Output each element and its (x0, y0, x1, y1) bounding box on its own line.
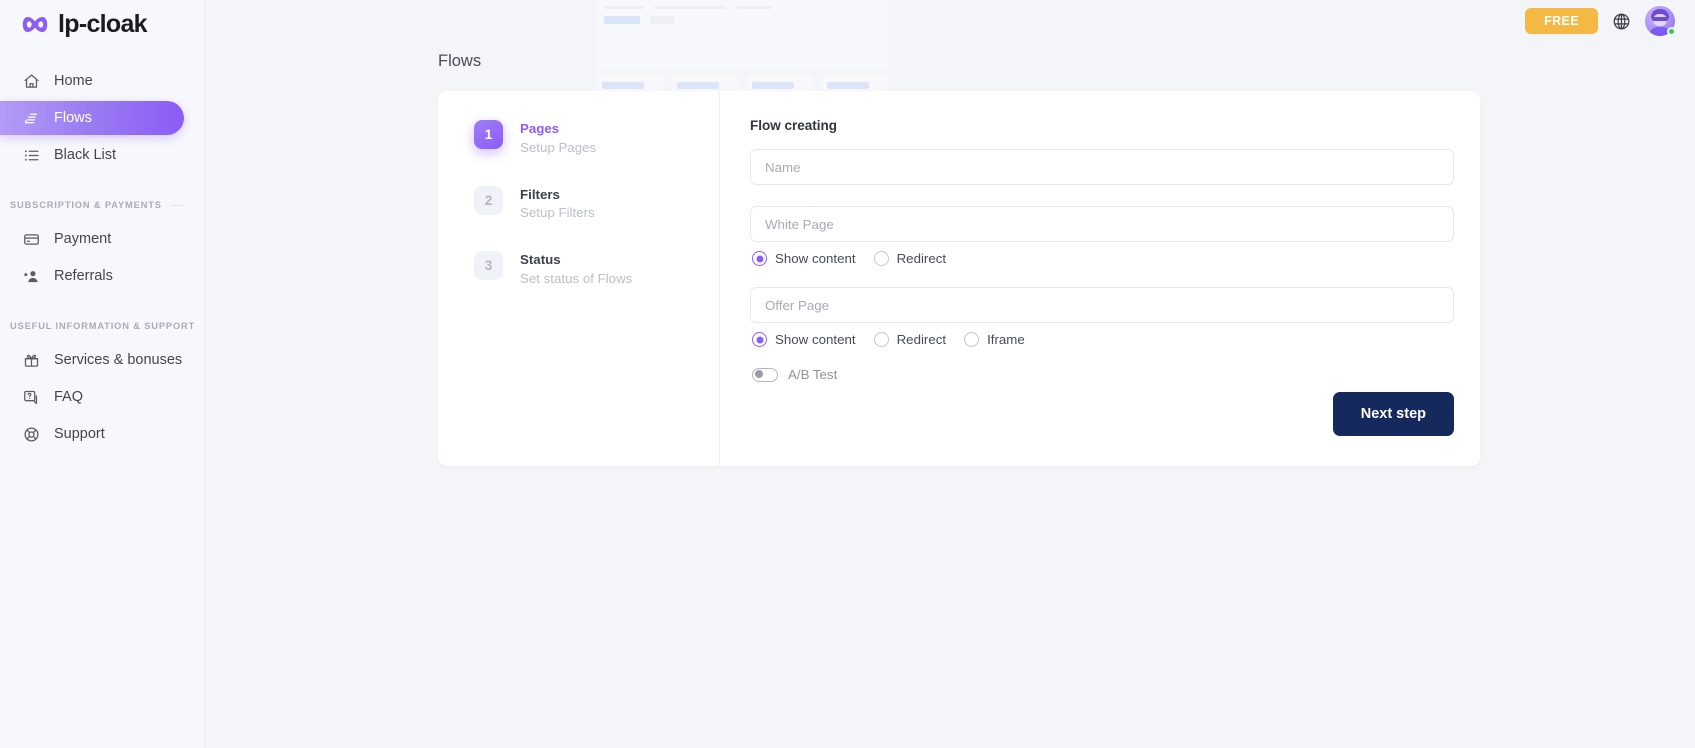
step-number: 2 (474, 185, 503, 215)
gift-icon (22, 351, 40, 369)
radio-dot (873, 332, 889, 347)
step-status[interactable]: 3 Status Set status of Flows (474, 251, 719, 288)
lifebuoy-icon (22, 425, 40, 443)
sidebar-item-label: Referrals (54, 268, 113, 284)
stepper: 1 Pages Setup Pages 2 Filters Setup Filt… (438, 91, 720, 466)
radio-label: Show content (775, 251, 856, 266)
sidebar-item-label: Services & bonuses (54, 352, 183, 368)
radio-dot (752, 251, 767, 266)
sidebar: lp-cloak Home Flows (0, 0, 205, 748)
status-badge (1667, 27, 1676, 36)
top-bar: FREE (1525, 0, 1676, 42)
divider (169, 204, 184, 206)
ab-test-toggle[interactable]: A/B Test (752, 367, 1454, 382)
sidebar-item-flows[interactable]: Flows (0, 101, 184, 135)
sidebar-item-referrals[interactable]: Referrals (0, 259, 184, 293)
step-title: Pages (520, 121, 560, 136)
home-icon (22, 72, 40, 90)
step-subtitle: Set status of Flows (520, 270, 633, 286)
step-title: Filters (520, 186, 560, 202)
white-page-redirect-radio[interactable]: Redirect (873, 251, 947, 266)
support-nav: Services & bonuses FAQ Supp (0, 343, 204, 451)
mask-icon (22, 15, 48, 34)
sidebar-item-label: Payment (54, 231, 112, 247)
form-actions: Next step (1332, 391, 1454, 436)
radio-label: Show content (775, 332, 856, 347)
avatar-image (1645, 6, 1675, 36)
step-filters[interactable]: 2 Filters Setup Filters (474, 185, 719, 223)
radio-dot (964, 332, 980, 347)
white-page-show-content-radio[interactable]: Show content (752, 251, 856, 266)
section-header-subscription: SUBSCRIPTION & PAYMENTS (0, 198, 204, 212)
offer-page-show-content-radio[interactable]: Show content (752, 332, 856, 347)
radio-dot (873, 251, 889, 266)
white-page-mode-group: Show content Redirect (752, 251, 1454, 266)
form-title: Flow creating (750, 118, 838, 133)
offer-page-iframe-radio[interactable]: Iframe (964, 332, 1025, 347)
sidebar-item-payment[interactable]: Payment (0, 222, 184, 256)
step-subtitle: Setup Pages (520, 139, 597, 155)
flow-form: Flow creating Show content Redirect Show… (720, 91, 1480, 466)
credit-card-icon (22, 230, 40, 248)
globe-icon[interactable] (1612, 12, 1631, 31)
primary-nav: Home Flows Black List (0, 64, 204, 172)
radio-label: Redirect (896, 251, 947, 266)
white-page-input[interactable] (750, 206, 1454, 242)
toggle-switch[interactable] (752, 367, 778, 382)
step-number: 3 (474, 251, 503, 281)
section-label: SUBSCRIPTION & PAYMENTS (10, 200, 162, 210)
radio-label: Redirect (896, 332, 947, 347)
offer-page-mode-group: Show content Redirect Iframe (752, 332, 1454, 347)
step-number: 1 (474, 120, 503, 149)
page-title: Flows (438, 52, 482, 70)
sidebar-item-label: FAQ (54, 389, 84, 405)
sidebar-item-black-list[interactable]: Black List (0, 138, 184, 172)
step-title: Status (520, 252, 561, 268)
ab-test-label: A/B Test (788, 367, 838, 382)
sidebar-item-faq[interactable]: FAQ (0, 380, 184, 414)
sidebar-item-home[interactable]: Home (0, 64, 184, 98)
plan-badge[interactable]: FREE (1525, 7, 1598, 35)
flow-creation-card: 1 Pages Setup Pages 2 Filters Setup Filt… (438, 91, 1480, 466)
sidebar-item-support[interactable]: Support (0, 417, 184, 451)
avatar[interactable] (1645, 6, 1676, 36)
list-icon (22, 146, 40, 164)
sidebar-item-label: Flows (54, 110, 92, 126)
name-input[interactable] (750, 149, 1454, 185)
next-step-button[interactable]: Next step (1332, 391, 1454, 436)
brand-logo[interactable]: lp-cloak (0, 0, 204, 42)
sidebar-item-label: Support (54, 426, 105, 442)
sidebar-item-label: Home (54, 73, 93, 89)
brand-name: lp-cloak (58, 9, 148, 38)
radio-label: Iframe (987, 332, 1025, 347)
offer-page-input[interactable] (750, 287, 1454, 323)
step-pages[interactable]: 1 Pages Setup Pages (474, 120, 719, 157)
step-subtitle: Setup Filters (520, 205, 595, 221)
sidebar-item-label: Black List (54, 147, 117, 163)
radio-dot (752, 332, 767, 347)
user-plus-icon (22, 267, 40, 285)
flows-icon (22, 109, 40, 127)
faq-icon (22, 388, 40, 406)
sidebar-item-services-bonuses[interactable]: Services & bonuses (0, 343, 184, 377)
subscription-nav: Payment Referrals (0, 222, 204, 293)
section-label: USEFUL INFORMATION & SUPPORT (10, 321, 196, 331)
offer-page-redirect-radio[interactable]: Redirect (873, 332, 947, 347)
section-header-support: USEFUL INFORMATION & SUPPORT (0, 319, 204, 333)
